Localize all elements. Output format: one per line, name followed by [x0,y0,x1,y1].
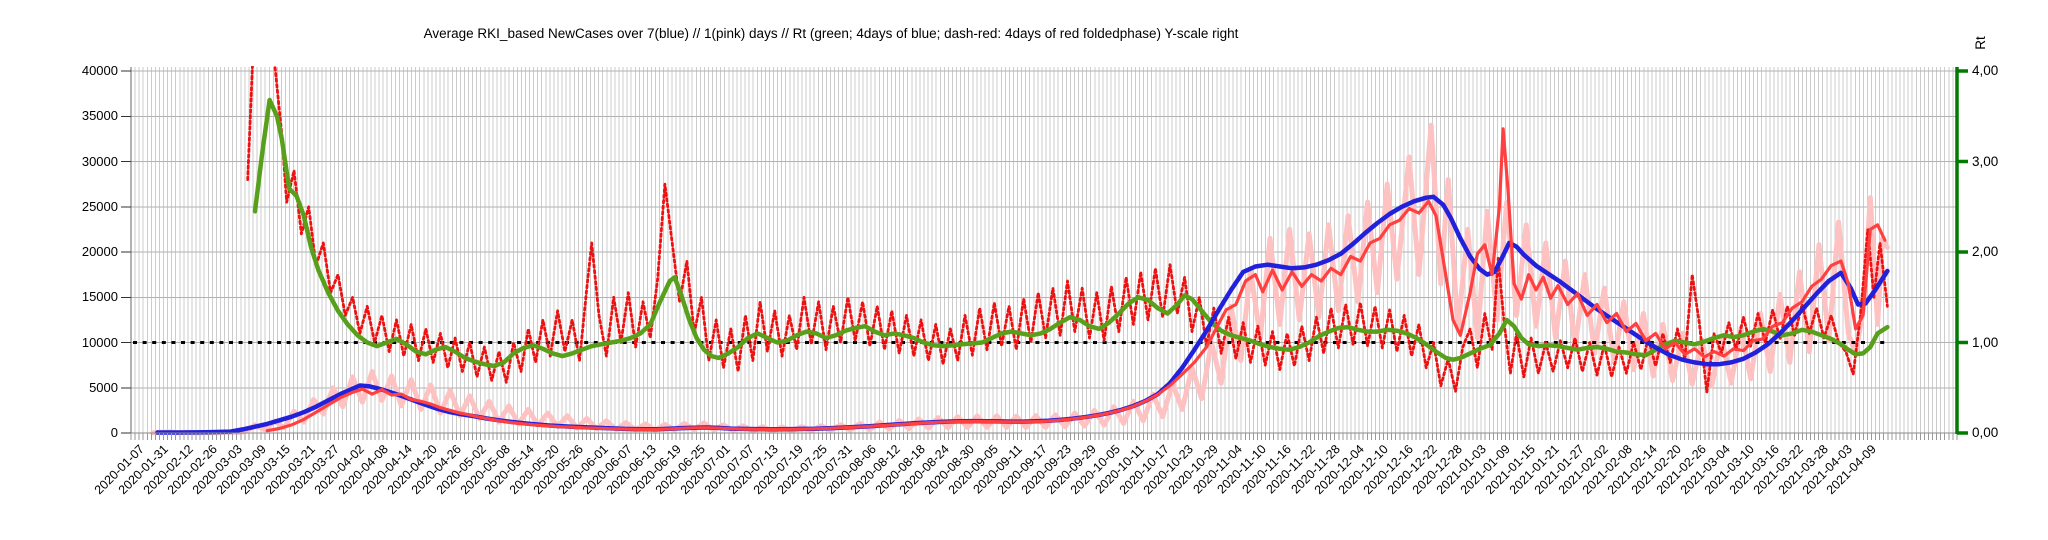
y-left-tick-label: 0 [110,425,118,440]
y-right-tick-label: 2,00 [1972,244,1999,259]
y-right-tick-label: 0,00 [1972,425,1999,440]
y-left-tick-label: 35000 [81,108,118,124]
y-right-tick-label: 3,00 [1972,153,1999,169]
bottom-tick-comb [130,433,1958,440]
y-left-tick-label: 10000 [81,334,118,350]
series-rt-red-dashed-line [246,66,1889,394]
right-axis [1955,67,1968,435]
series-red-foldedphase-line [265,127,1887,433]
vertical-gridlines [130,67,1958,433]
series-rt-green-line [252,97,1890,369]
series-group [133,66,1890,436]
y-left-tick-label: 30000 [81,153,118,169]
y-left-tick-label: 25000 [81,198,118,214]
y-left-tick-label: 15000 [81,289,118,305]
axes [121,67,1957,434]
y-right-tick-label: 4,00 [1972,63,1999,78]
y-left-tick-label: 20000 [81,244,118,259]
y-left-tick-label: 5000 [89,379,118,395]
chart-title: Average RKI_based NewCases over 7(blue) … [423,26,1239,41]
right-axis-title: Rt [1972,36,1988,50]
y-right-tick-label: 1,00 [1972,334,1999,350]
y-left-tick-label: 40000 [81,63,118,78]
